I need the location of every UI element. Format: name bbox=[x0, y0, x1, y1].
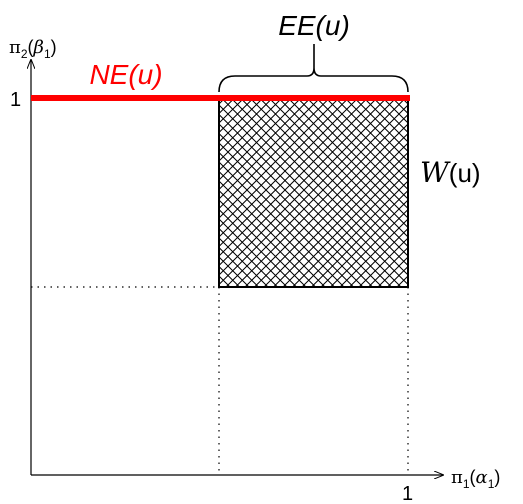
w-region-hatched bbox=[218, 97, 409, 288]
x-axis-label: π1(α1) bbox=[451, 467, 500, 491]
y-axis-label: π2(β1) bbox=[9, 37, 57, 61]
x-tick-1: 1 bbox=[402, 483, 413, 504]
w-label: W(u) bbox=[420, 156, 481, 189]
ee-brace bbox=[218, 67, 409, 93]
ee-label: EE(u) bbox=[278, 10, 350, 41]
y-tick-1: 1 bbox=[10, 89, 21, 111]
ne-label: NE(u) bbox=[89, 59, 162, 90]
